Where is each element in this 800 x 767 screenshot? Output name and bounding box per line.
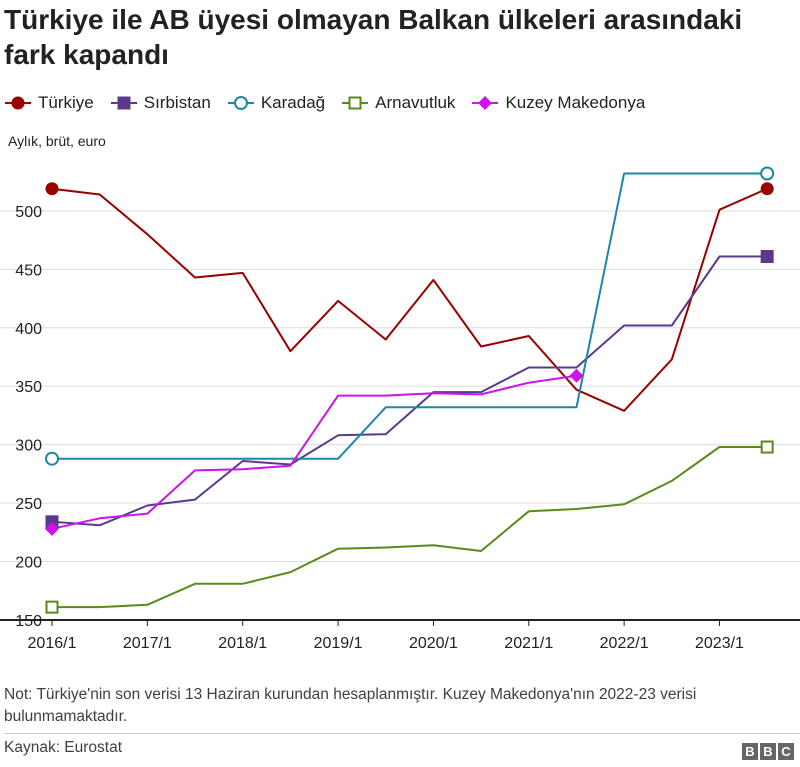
legend-item-sirbistan: Sırbistan [110,93,211,113]
series-end-marker-turkiye [760,182,774,196]
legend-item-turkiye: Türkiye [4,93,94,113]
bbc-logo: B B C [742,743,794,760]
x-tick-label: 2023/1 [695,635,744,652]
legend-swatch [227,96,254,110]
series-kuzey-makedonya [51,374,577,530]
chart-title: Türkiye ile AB üyesi olmayan Balkan ülke… [4,4,743,70]
legend-swatch-marker [478,96,493,110]
x-tick-label: 2022/1 [600,635,649,652]
series-karadag [52,172,768,460]
series-start-marker-kuzey-makedonya [45,521,59,536]
legend: Türkiye Sırbistan Karadağ Arnavutluk Kuzey M… [4,90,800,116]
legend-swatch [5,96,31,110]
series-start-marker-turkiye [45,182,59,196]
line-chart: 150 200 250 300 350 400 450 500 2016/1 2017/1 2018… [0,166,800,652]
series-arnavutluk [52,446,768,609]
bbc-logo-letter: C [778,743,794,760]
series-line-karadag [52,172,768,460]
y-tick-label: 300 [15,438,42,455]
legend-item-karadag: Karadağ [227,93,325,113]
x-tick-label: 2016/1 [28,635,77,652]
series-line-turkiye [51,187,768,412]
legend-item-arnavutluk: Arnavutluk [341,93,455,113]
legend-label: Kuzey Makedonya [505,93,646,112]
series-start-marker-sirbistan [45,515,59,529]
chart-note: Not: Türkiye'nin son verisi 13 Haziran k… [4,686,697,725]
series-end-marker-arnavutluk [760,440,774,454]
series-line-arnavutluk [52,446,768,609]
x-tick-label: 2019/1 [314,635,363,652]
series-sirbistan [51,255,768,527]
series-start-marker-karadag [45,451,59,466]
y-axis-unit-label: Aylık, brüt, euro [8,133,106,149]
footer-divider [4,733,800,734]
legend-swatch [472,96,499,110]
x-tick-label: 2020/1 [409,635,458,652]
legend-swatch-marker [233,96,248,110]
legend-label: Türkiye [38,93,94,112]
legend-swatch-marker [117,96,131,110]
y-tick-label: 500 [15,204,42,221]
y-tick-label: 250 [15,496,42,513]
y-tick-label: 350 [15,379,42,396]
x-tick-label: 2017/1 [123,635,172,652]
series-line-kuzey-makedonya [51,374,577,530]
series-start-marker-arnavutluk [45,600,59,614]
y-tick-label: 200 [15,555,42,572]
legend-item-kuzey-makedonya: Kuzey Makedonya [471,93,645,113]
series-turkiye [51,187,768,412]
y-tick-label: 150 [15,613,42,630]
legend-swatch-marker [348,96,362,110]
legend-label: Sırbistan [143,93,211,112]
legend-swatch [342,96,369,110]
source-credit: Kaynak: Eurostat [4,739,123,756]
x-tick-label: 2021/1 [504,635,553,652]
x-tick-label: 2018/1 [218,635,267,652]
y-tick-label: 450 [15,262,42,279]
legend-swatch-marker [11,96,25,110]
series-end-marker-karadag [760,166,775,181]
series-end-marker-kuzey-makedonya [569,368,584,383]
legend-swatch [110,96,137,110]
series-line-sirbistan [51,255,768,527]
bbc-logo-letter: B [760,743,776,760]
bbc-logo-letter: B [742,743,758,760]
legend-label: Karadağ [260,93,326,112]
legend-label: Arnavutluk [375,93,456,112]
y-tick-label: 400 [15,321,42,338]
series-end-marker-sirbistan [760,249,774,263]
